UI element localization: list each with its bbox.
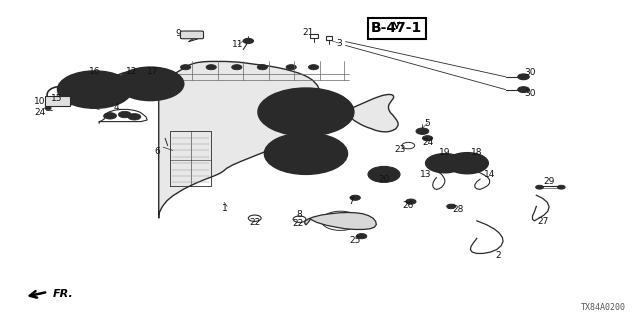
Circle shape — [292, 147, 320, 161]
Text: 22: 22 — [249, 218, 260, 227]
Circle shape — [518, 87, 529, 92]
Text: 9: 9 — [175, 29, 180, 38]
Circle shape — [49, 99, 56, 103]
Text: 5: 5 — [425, 119, 430, 128]
Circle shape — [332, 216, 349, 225]
Text: 19: 19 — [439, 148, 451, 157]
Circle shape — [308, 65, 319, 70]
Circle shape — [422, 136, 433, 141]
Text: 1: 1 — [223, 204, 228, 212]
Text: 6: 6 — [154, 147, 159, 156]
Text: FR.: FR. — [52, 289, 73, 300]
Polygon shape — [159, 61, 398, 218]
Text: 30: 30 — [524, 68, 536, 77]
Text: 24: 24 — [422, 138, 433, 147]
Circle shape — [91, 97, 99, 101]
Circle shape — [136, 76, 142, 80]
Circle shape — [288, 103, 324, 121]
Text: 14: 14 — [484, 170, 495, 179]
Text: 28: 28 — [452, 205, 463, 214]
Circle shape — [446, 153, 488, 174]
Circle shape — [447, 204, 456, 209]
Circle shape — [264, 133, 348, 174]
Circle shape — [232, 65, 242, 70]
Circle shape — [104, 94, 112, 98]
Circle shape — [557, 185, 565, 189]
Text: 24: 24 — [34, 108, 45, 116]
Text: 7: 7 — [348, 197, 353, 206]
Text: B-47-1: B-47-1 — [371, 21, 422, 35]
Circle shape — [258, 88, 354, 136]
Circle shape — [356, 234, 367, 239]
Circle shape — [426, 154, 464, 173]
Text: 20: 20 — [378, 175, 390, 184]
Circle shape — [406, 199, 416, 204]
Text: 11: 11 — [232, 40, 244, 49]
Circle shape — [77, 81, 85, 85]
Circle shape — [104, 81, 112, 85]
Circle shape — [128, 114, 141, 120]
Circle shape — [136, 88, 142, 91]
Circle shape — [141, 79, 160, 89]
Text: 12: 12 — [125, 67, 137, 76]
Text: 17: 17 — [147, 67, 158, 76]
Circle shape — [243, 38, 253, 44]
Circle shape — [118, 111, 131, 118]
Circle shape — [159, 76, 165, 80]
Circle shape — [257, 65, 268, 70]
Circle shape — [368, 166, 400, 182]
Circle shape — [58, 71, 132, 108]
Circle shape — [164, 82, 170, 85]
Text: 30: 30 — [524, 89, 536, 98]
Circle shape — [416, 128, 429, 134]
Circle shape — [83, 84, 106, 95]
Text: 27: 27 — [537, 217, 548, 226]
Text: 18: 18 — [471, 148, 483, 157]
Circle shape — [72, 88, 79, 92]
FancyBboxPatch shape — [180, 31, 204, 39]
Text: 15: 15 — [51, 94, 62, 103]
Text: 3: 3 — [337, 39, 342, 48]
Circle shape — [147, 91, 154, 94]
Text: 8: 8 — [297, 210, 302, 219]
Circle shape — [159, 88, 165, 91]
Text: 23: 23 — [394, 145, 406, 154]
Text: 26: 26 — [403, 201, 414, 210]
Text: 29: 29 — [543, 177, 555, 186]
Text: 13: 13 — [420, 170, 431, 179]
Circle shape — [536, 185, 543, 189]
Circle shape — [104, 113, 116, 119]
Circle shape — [350, 195, 360, 200]
Text: 25: 25 — [349, 236, 361, 245]
Circle shape — [110, 88, 118, 92]
Text: 16: 16 — [89, 67, 100, 76]
Polygon shape — [305, 212, 376, 229]
Circle shape — [147, 74, 154, 77]
Bar — [45, 96, 70, 106]
Circle shape — [131, 82, 137, 85]
Text: 21: 21 — [303, 28, 314, 37]
Circle shape — [286, 65, 296, 70]
Circle shape — [77, 94, 85, 98]
Circle shape — [117, 67, 184, 100]
Circle shape — [206, 65, 216, 70]
Text: TX84A0200: TX84A0200 — [581, 303, 626, 312]
Text: 10: 10 — [34, 97, 45, 106]
Text: 4: 4 — [114, 103, 119, 112]
Bar — [310, 34, 318, 38]
Text: 22: 22 — [292, 219, 303, 228]
Text: 2: 2 — [495, 252, 500, 260]
Circle shape — [45, 107, 51, 110]
Circle shape — [180, 65, 191, 70]
Bar — [326, 36, 332, 40]
Circle shape — [518, 74, 529, 80]
Circle shape — [91, 78, 99, 82]
